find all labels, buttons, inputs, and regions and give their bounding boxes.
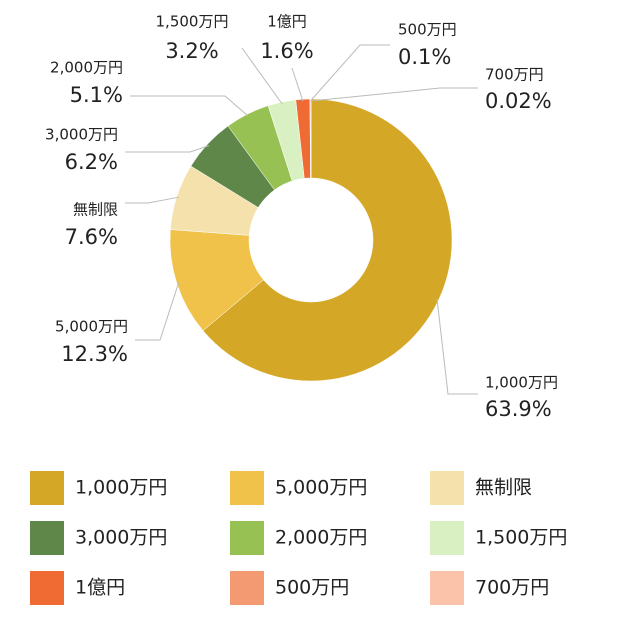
legend-swatch xyxy=(30,571,64,605)
value-label: 0.1% xyxy=(398,45,451,69)
leader-line xyxy=(130,96,248,116)
slice-label: 1,000万円 xyxy=(485,374,558,392)
legend-swatch xyxy=(430,521,464,555)
legend-swatch xyxy=(230,571,264,605)
leader-line xyxy=(310,45,390,101)
leader-line xyxy=(125,197,179,203)
leader-line xyxy=(311,88,478,101)
slice-label: 3,000万円 xyxy=(45,126,118,144)
legend-label: 1億円 xyxy=(75,577,125,599)
legend-label: 1,500万円 xyxy=(475,527,567,549)
value-label: 0.02% xyxy=(485,89,552,113)
legend-label: 5,000万円 xyxy=(275,477,367,499)
slice-label: 5,000万円 xyxy=(55,318,128,336)
slice-label: 1,500万円 xyxy=(156,13,229,31)
slice-label: 700万円 xyxy=(485,66,544,84)
legend-label: 1,000万円 xyxy=(75,477,167,499)
value-label: 12.3% xyxy=(61,342,128,366)
legend-swatch xyxy=(430,571,464,605)
legend-swatch xyxy=(230,471,264,505)
legend-swatch xyxy=(30,471,64,505)
legend-label: 2,000万円 xyxy=(275,527,367,549)
value-label: 3.2% xyxy=(165,39,218,63)
legend-swatch xyxy=(30,521,64,555)
legend-label: 3,000万円 xyxy=(75,527,167,549)
legend-label: 無制限 xyxy=(475,477,532,499)
slice-label: 2,000万円 xyxy=(50,59,123,77)
legend-label: 700万円 xyxy=(475,577,549,599)
value-label: 6.2% xyxy=(65,150,118,174)
slice-label: 無制限 xyxy=(73,201,118,219)
legend-swatch xyxy=(230,521,264,555)
slice-label: 1億円 xyxy=(267,13,307,31)
value-label: 5.1% xyxy=(70,83,123,107)
leader-line xyxy=(437,299,478,394)
value-label: 1.6% xyxy=(260,39,313,63)
slice-label: 500万円 xyxy=(398,21,457,39)
legend-label: 500万円 xyxy=(275,577,349,599)
value-label: 7.6% xyxy=(65,225,118,249)
leader-line xyxy=(135,283,179,340)
leader-line xyxy=(292,68,303,101)
value-label: 63.9% xyxy=(485,397,552,421)
leader-line xyxy=(125,146,209,152)
legend-swatch xyxy=(430,471,464,505)
